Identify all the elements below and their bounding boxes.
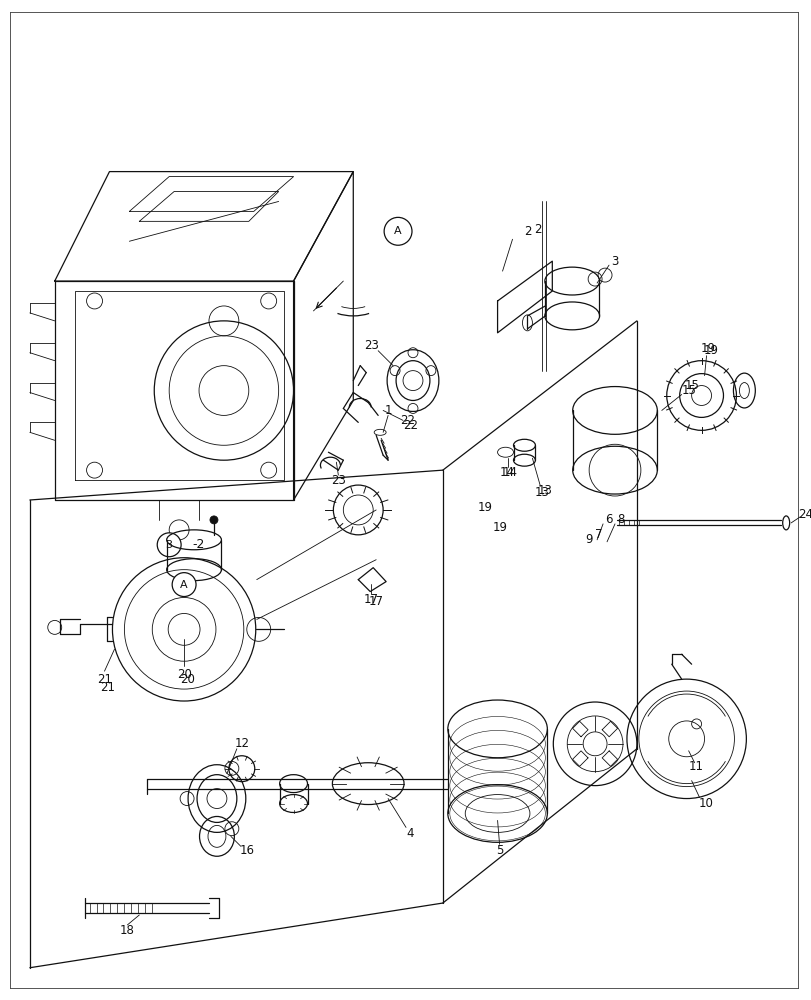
Circle shape [210,516,217,524]
Text: A: A [394,226,401,236]
Text: 19: 19 [700,342,715,355]
Text: 13: 13 [534,486,549,499]
Text: 3: 3 [165,540,173,550]
Text: 15: 15 [680,384,695,397]
Circle shape [157,533,181,557]
Text: 4: 4 [406,827,414,840]
Text: 21: 21 [100,681,115,694]
Text: 17: 17 [368,595,384,608]
Text: 8: 8 [616,513,624,526]
Text: 12: 12 [234,737,249,750]
Text: 11: 11 [689,760,703,773]
Text: 24: 24 [797,508,811,521]
Text: 20: 20 [179,673,195,686]
Text: 23: 23 [363,339,378,352]
Text: 13: 13 [537,484,552,497]
Text: 5: 5 [496,844,503,857]
Text: 7: 7 [594,528,602,541]
Text: 9: 9 [585,533,592,546]
Text: 16: 16 [239,844,254,857]
Text: 15: 15 [684,379,698,392]
Text: 20: 20 [177,668,191,681]
Text: 22: 22 [400,414,415,427]
Text: 19: 19 [703,344,719,357]
Text: 19: 19 [478,501,492,514]
Circle shape [384,217,411,245]
Text: 17: 17 [363,593,378,606]
Text: 6: 6 [604,513,612,526]
Text: 1: 1 [384,404,392,417]
Text: 14: 14 [500,466,514,479]
Text: 23: 23 [331,474,345,487]
Text: 14: 14 [502,466,517,479]
Text: 18: 18 [120,924,135,937]
Text: 3: 3 [611,255,618,268]
Text: 2: 2 [523,225,530,238]
Text: 10: 10 [698,797,713,810]
Text: 22: 22 [403,419,418,432]
Text: 21: 21 [97,673,112,686]
Text: 19: 19 [492,521,508,534]
Text: -2: -2 [192,538,205,551]
Circle shape [172,573,195,597]
Text: A: A [180,580,187,590]
Text: 2: 2 [533,223,540,236]
